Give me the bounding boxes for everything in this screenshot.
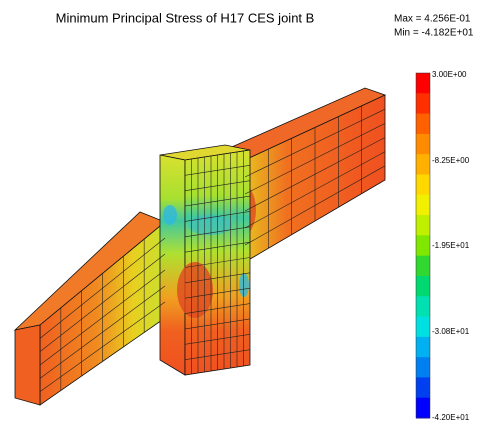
color-band: [416, 377, 430, 399]
mesh-line: [184, 226, 251, 238]
color-band: [416, 296, 430, 318]
mesh-line: [184, 272, 251, 284]
color-band: [416, 235, 430, 257]
mesh-lines: [39, 105, 386, 392]
color-band: [416, 357, 430, 378]
column-side: [159, 154, 186, 376]
color-band: [416, 93, 430, 115]
color-band: [416, 154, 430, 175]
color-band: [416, 275, 430, 297]
mesh-line: [244, 165, 386, 246]
color-band: [416, 255, 430, 277]
legend-label: 3.00E+00: [432, 70, 467, 79]
color-band: [416, 113, 430, 135]
color-band: [416, 133, 430, 155]
color-band: [416, 194, 430, 216]
mesh-line: [184, 165, 251, 176]
color-band: [416, 316, 430, 338]
mesh-line: [184, 195, 251, 207]
color-band: [416, 174, 430, 196]
mesh-line: [184, 333, 251, 345]
color-band: [416, 73, 430, 94]
mesh-line: [244, 137, 386, 212]
stress-zone: [177, 262, 213, 318]
mesh-line: [39, 253, 166, 352]
mesh-line: [244, 108, 386, 178]
mesh-line: [184, 318, 251, 330]
legend-label: -8.25E+00: [432, 156, 470, 165]
mesh-line: [184, 349, 251, 360]
color-band: [416, 336, 430, 358]
max-label: Max = 4.256E-01: [394, 14, 471, 25]
mesh-line: [244, 151, 386, 229]
mesh-line: [244, 123, 386, 195]
mesh-line: [184, 303, 251, 314]
stress-zone: [163, 205, 177, 225]
mesh-line: [184, 257, 251, 268]
legend-label: -3.08E+01: [432, 327, 470, 336]
mesh-line: [39, 269, 166, 366]
stress-zone: [188, 215, 232, 235]
legend-label: -4.20E+01: [432, 413, 470, 422]
title: Minimum Principal Stress of H17 CES join…: [56, 10, 315, 25]
beam-end-left: [14, 324, 41, 406]
color-bar-frame: [415, 72, 431, 419]
min-label: Min = -4.182E+01: [394, 28, 474, 39]
mesh-line: [184, 211, 251, 222]
mesh-line: [184, 180, 251, 192]
fem-model: [13, 87, 387, 406]
mesh-line: [39, 237, 166, 339]
mesh-line: [184, 287, 251, 299]
color-band: [416, 397, 430, 419]
mesh-line: [39, 285, 166, 379]
mesh-line: [184, 241, 251, 253]
legend-label: -1.95E+01: [432, 241, 470, 250]
stress-zone: [239, 273, 249, 297]
mesh-line: [39, 301, 166, 392]
color-band: [416, 215, 430, 236]
color-bar: [415, 72, 431, 419]
